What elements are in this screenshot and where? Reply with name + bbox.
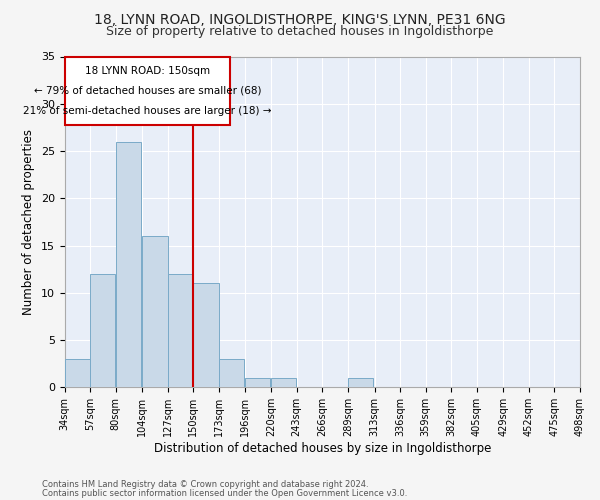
FancyBboxPatch shape [65, 56, 230, 124]
Bar [271, 378, 296, 388]
Bar [116, 142, 141, 388]
Text: Size of property relative to detached houses in Ingoldisthorpe: Size of property relative to detached ho… [106, 25, 494, 38]
Bar [168, 274, 193, 388]
Text: Contains HM Land Registry data © Crown copyright and database right 2024.: Contains HM Land Registry data © Crown c… [42, 480, 368, 489]
Y-axis label: Number of detached properties: Number of detached properties [22, 129, 35, 315]
Bar [65, 359, 90, 388]
Text: 18, LYNN ROAD, INGOLDISTHORPE, KING'S LYNN, PE31 6NG: 18, LYNN ROAD, INGOLDISTHORPE, KING'S LY… [94, 12, 506, 26]
X-axis label: Distribution of detached houses by size in Ingoldisthorpe: Distribution of detached houses by size … [154, 442, 491, 455]
Text: 18 LYNN ROAD: 150sqm: 18 LYNN ROAD: 150sqm [85, 66, 210, 76]
Bar [193, 284, 218, 388]
Bar [348, 378, 373, 388]
Text: Contains public sector information licensed under the Open Government Licence v3: Contains public sector information licen… [42, 488, 407, 498]
Text: 21% of semi-detached houses are larger (18) →: 21% of semi-detached houses are larger (… [23, 106, 272, 116]
Bar [142, 236, 167, 388]
Bar [245, 378, 270, 388]
Text: ← 79% of detached houses are smaller (68): ← 79% of detached houses are smaller (68… [34, 86, 261, 96]
Bar [90, 274, 115, 388]
Bar [219, 359, 244, 388]
